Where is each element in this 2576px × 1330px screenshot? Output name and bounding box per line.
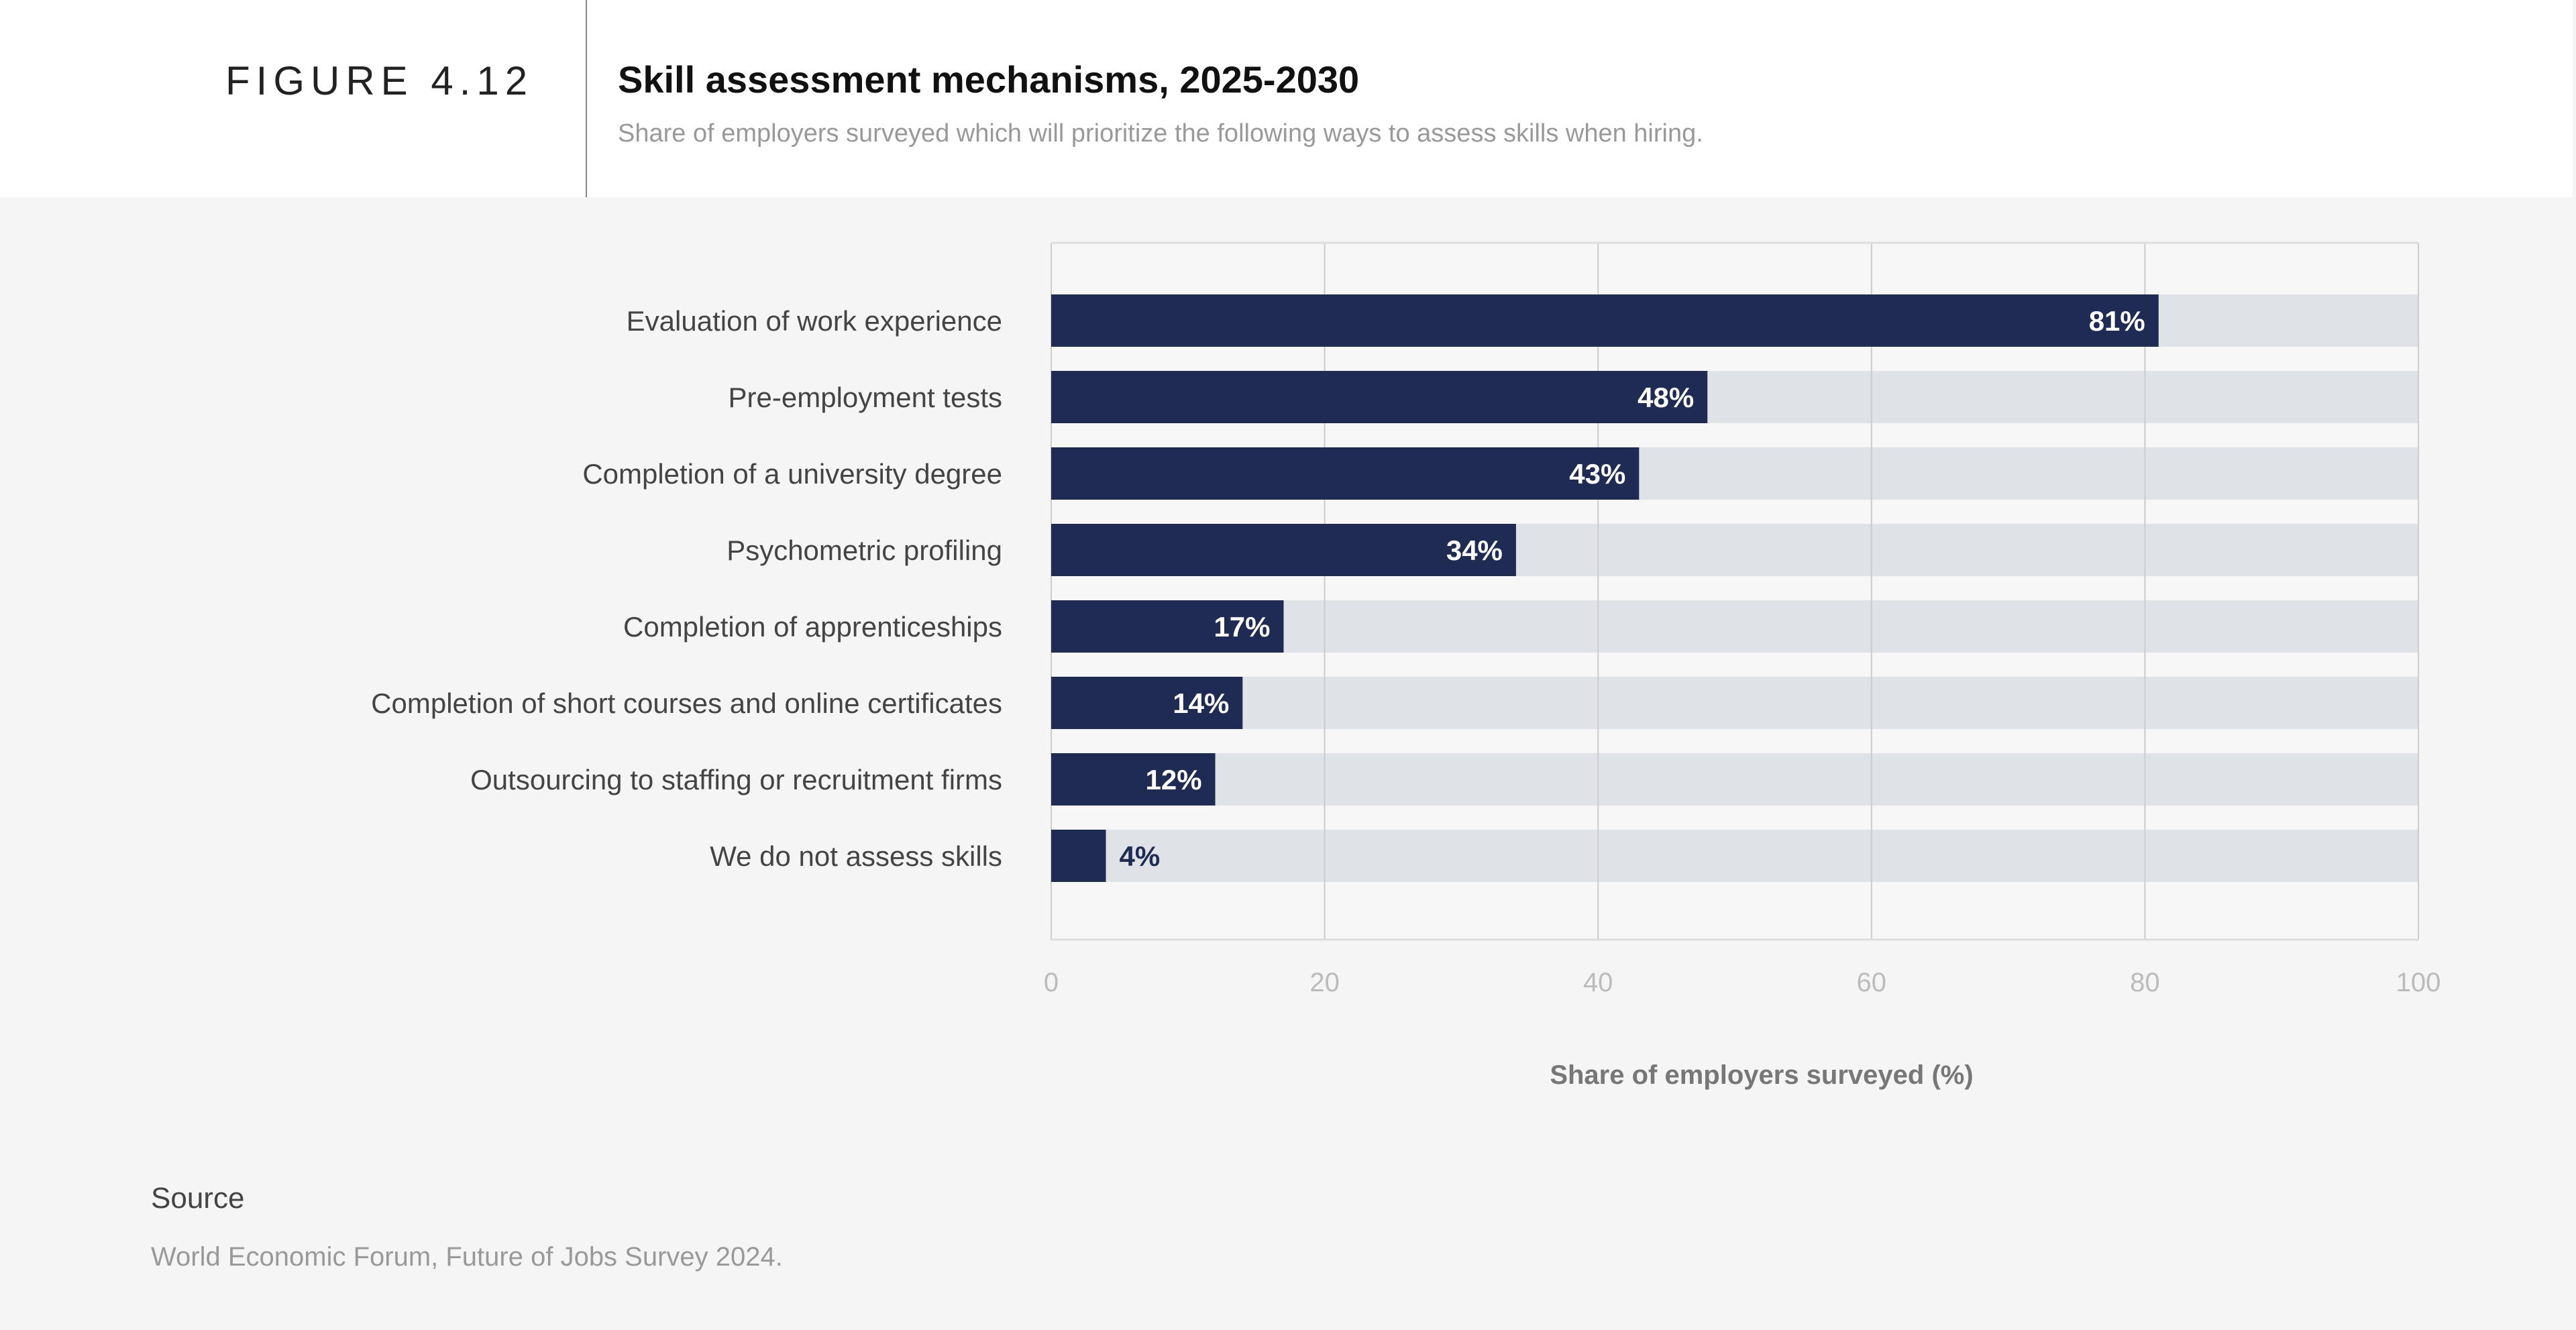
bar	[1051, 447, 1640, 500]
bar-track	[1051, 677, 2418, 729]
bar	[1051, 830, 1106, 882]
bar	[1051, 677, 1243, 729]
x-tick-label: 80	[2130, 968, 2160, 997]
category-label: Pre-employment tests	[729, 382, 1002, 413]
chart-subtitle: Share of employers surveyed which will p…	[618, 119, 1703, 148]
header-divider	[586, 0, 587, 197]
category-label: Completion of a university degree	[582, 458, 1002, 490]
category-label: Completion of short courses and online c…	[371, 687, 1002, 719]
source-text: World Economic Forum, Future of Jobs Sur…	[151, 1242, 783, 1272]
x-tick-label: 40	[1583, 968, 1613, 997]
figure-label: FIGURE 4.12	[225, 58, 534, 103]
data-label: 4%	[1120, 840, 1161, 872]
x-tick-label: 60	[1857, 968, 1887, 997]
category-label: Evaluation of work experience	[627, 305, 1002, 337]
bar-track	[1051, 830, 2418, 882]
x-axis-title: Share of employers surveyed (%)	[1550, 1060, 1973, 1090]
plot-area	[1051, 243, 2418, 940]
data-label: 17%	[1214, 611, 1270, 643]
x-tick-label: 0	[1044, 968, 1059, 997]
category-label: Psychometric profiling	[727, 535, 1002, 566]
category-label: Completion of apprenticeships	[623, 611, 1002, 643]
figure-header	[0, 0, 2573, 197]
bar	[1051, 524, 1516, 576]
data-label: 48%	[1638, 382, 1694, 413]
data-label: 81%	[2089, 305, 2145, 337]
bar	[1051, 371, 1708, 423]
category-label: Outsourcing to staffing or recruitment f…	[470, 764, 1002, 795]
bar	[1051, 294, 2159, 347]
chart-title: Skill assessment mechanisms, 2025-2030	[618, 58, 1360, 101]
data-label: 34%	[1446, 535, 1503, 566]
x-tick-label: 20	[1309, 968, 1340, 997]
category-label: We do not assess skills	[710, 840, 1002, 872]
data-label: 12%	[1145, 764, 1201, 795]
data-label: 14%	[1173, 687, 1229, 719]
source-label: Source	[151, 1182, 245, 1215]
bar	[1051, 753, 1216, 806]
bar	[1051, 600, 1284, 653]
data-label: 43%	[1569, 458, 1625, 490]
bar-track	[1051, 753, 2418, 806]
x-tick-label: 100	[2396, 968, 2441, 997]
